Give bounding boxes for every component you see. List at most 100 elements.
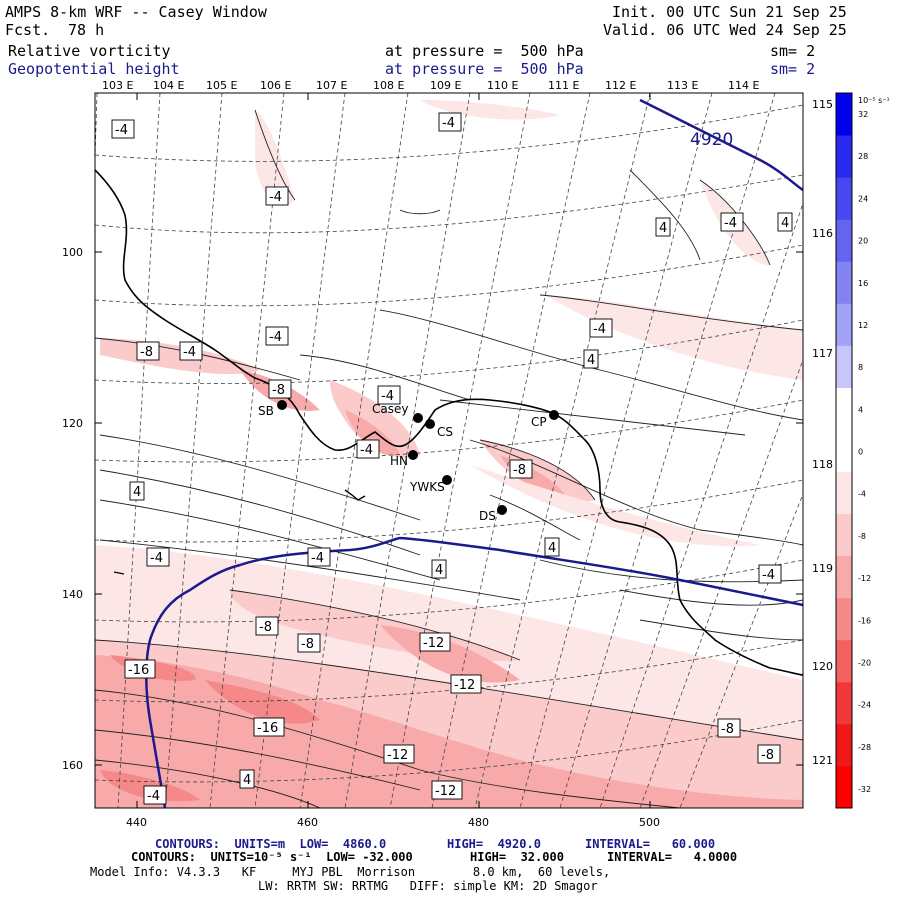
colorbar-label: 20 (858, 237, 868, 246)
colorbar-label: -24 (858, 701, 871, 710)
contour-label-group: -4 -4 4 -4 4 -4 -8 -4 -4 -4 -4 4 -8 -4 -8 4 -4 4 -4 -4 -8 -8 -… (111, 112, 793, 805)
contour-label-value: -8 (140, 345, 153, 360)
longitude-label: 103 E (102, 79, 133, 92)
station-dot-ds[interactable] (497, 505, 507, 515)
longitude-label: 112 E (605, 79, 636, 92)
colorbar-swatch (836, 597, 852, 641)
colorbar-swatch (836, 513, 852, 557)
axis-ticks (95, 93, 803, 808)
contour-label-box (431, 559, 447, 579)
coastline (95, 169, 803, 676)
forecast-hour: 78 h (68, 21, 105, 39)
contour-label-box (265, 326, 289, 346)
colorbar-swatch (836, 555, 852, 599)
longitude-label: 110 E (487, 79, 518, 92)
colorbar-swatch (836, 429, 852, 473)
contour-label-value: -4 (115, 123, 128, 138)
contour-label-box (419, 632, 451, 652)
colorbar-swatch (836, 765, 852, 809)
field1-level: at pressure = 500 hPa (385, 42, 584, 60)
contour-label-value: 4 (659, 221, 667, 236)
footer-vort-high: HIGH= 32.000 (470, 850, 564, 864)
station-label-ywks: YWKS (409, 480, 445, 494)
contour-label-value: -16 (257, 721, 278, 736)
contour-label-value: -4 (311, 551, 324, 566)
station-label-cs: CS (437, 425, 453, 439)
station-markers (277, 400, 559, 515)
vorticity-contours (95, 109, 803, 808)
contour-label-value: -4 (762, 568, 775, 583)
colorbar-swatch (836, 681, 852, 725)
contour-label-value: -4 (269, 190, 282, 205)
station-dot-cs[interactable] (425, 419, 435, 429)
contour-label-box (655, 217, 671, 237)
contour-label-box (356, 439, 380, 459)
station-dot-sb[interactable] (277, 400, 287, 410)
contour-label-box (111, 119, 135, 139)
contour-label-box (146, 547, 170, 567)
colorbar-label: 28 (858, 152, 868, 161)
colorbar-label: -16 (858, 616, 871, 625)
longitude-label: 111 E (548, 79, 579, 92)
colorbar-label: 0 (858, 448, 863, 457)
contour-label-value: 4 (587, 353, 595, 368)
colorbar-swatch (836, 303, 852, 346)
station-dot-casey[interactable] (413, 413, 423, 423)
colorbar-label: -12 (858, 574, 871, 583)
contour-label-value: -12 (423, 636, 444, 651)
contour-label-box (268, 379, 292, 399)
contour-label-value: -4 (381, 389, 394, 404)
y-tick-140: 140 (62, 588, 83, 601)
contour-label-box (509, 459, 533, 479)
contour-label-value: -8 (761, 748, 774, 763)
colorbar-label: 32 (858, 110, 868, 119)
footer-height-high: HIGH= 4920.0 (447, 837, 541, 851)
colorbar-label: -28 (858, 743, 871, 752)
colorbar-label: -8 (858, 532, 866, 541)
station-label-sb: SB (258, 404, 274, 418)
contour-label-box (143, 785, 167, 805)
contour-label-box (717, 718, 741, 738)
station-dot-ywks[interactable] (442, 475, 452, 485)
contour-label-value: -4 (150, 551, 163, 566)
colorbar-label: -4 (858, 490, 866, 499)
contour-label-box (720, 212, 744, 232)
colorbar-swatch (836, 177, 852, 220)
colorbar-swatch (836, 219, 852, 262)
station-dot-cp[interactable] (549, 410, 559, 420)
station-dot-hn[interactable] (408, 450, 418, 460)
contour-label-value: -4 (593, 322, 606, 337)
x-tick-500: 500 (639, 816, 660, 829)
footer-vort-interval: INTERVAL= 4.0000 (607, 850, 738, 864)
contour-label-value: -12 (454, 678, 475, 693)
colorbar-label: 4 (858, 405, 863, 414)
forecast-label: Fcst. (5, 21, 51, 39)
station-label-ds: DS (479, 509, 496, 523)
contour-label-value: -4 (147, 789, 160, 804)
longitude-label: 114 E (728, 79, 759, 92)
contour-label-value: -12 (387, 748, 408, 763)
contour-label-box (431, 780, 463, 800)
footer-height-interval: INTERVAL= 60.000 (585, 837, 716, 851)
contour-label-box (438, 112, 462, 132)
contour-label-value: 4 (548, 541, 556, 556)
colorbar-swatch (836, 345, 852, 388)
contour-label-box (383, 744, 415, 764)
colorbar-label: 8 (858, 363, 863, 372)
init-time: Init. 00 UTC Sun 21 Sep 25 (612, 3, 847, 21)
contour-label-value: -8 (259, 620, 272, 635)
contour-label-value: -8 (513, 463, 526, 478)
contour-label-value: 4 (435, 563, 443, 578)
contour-label-value: 4 (133, 485, 141, 500)
contour-label-box (124, 659, 156, 679)
colorbar-label: -20 (858, 658, 871, 667)
footer-physics-info: LW: RRTM SW: RRTMG DIFF: simple KM: 2D S… (258, 879, 598, 893)
contour-label-box (589, 318, 613, 338)
longitude-label: 105 E (206, 79, 237, 92)
contour-label-box (297, 633, 321, 653)
contour-label-box (758, 564, 782, 584)
colorbar-swatch (836, 93, 852, 136)
contour-label-box (777, 212, 793, 232)
field2-name: Geopotential height (8, 60, 180, 78)
y-tick-100: 100 (62, 246, 83, 259)
